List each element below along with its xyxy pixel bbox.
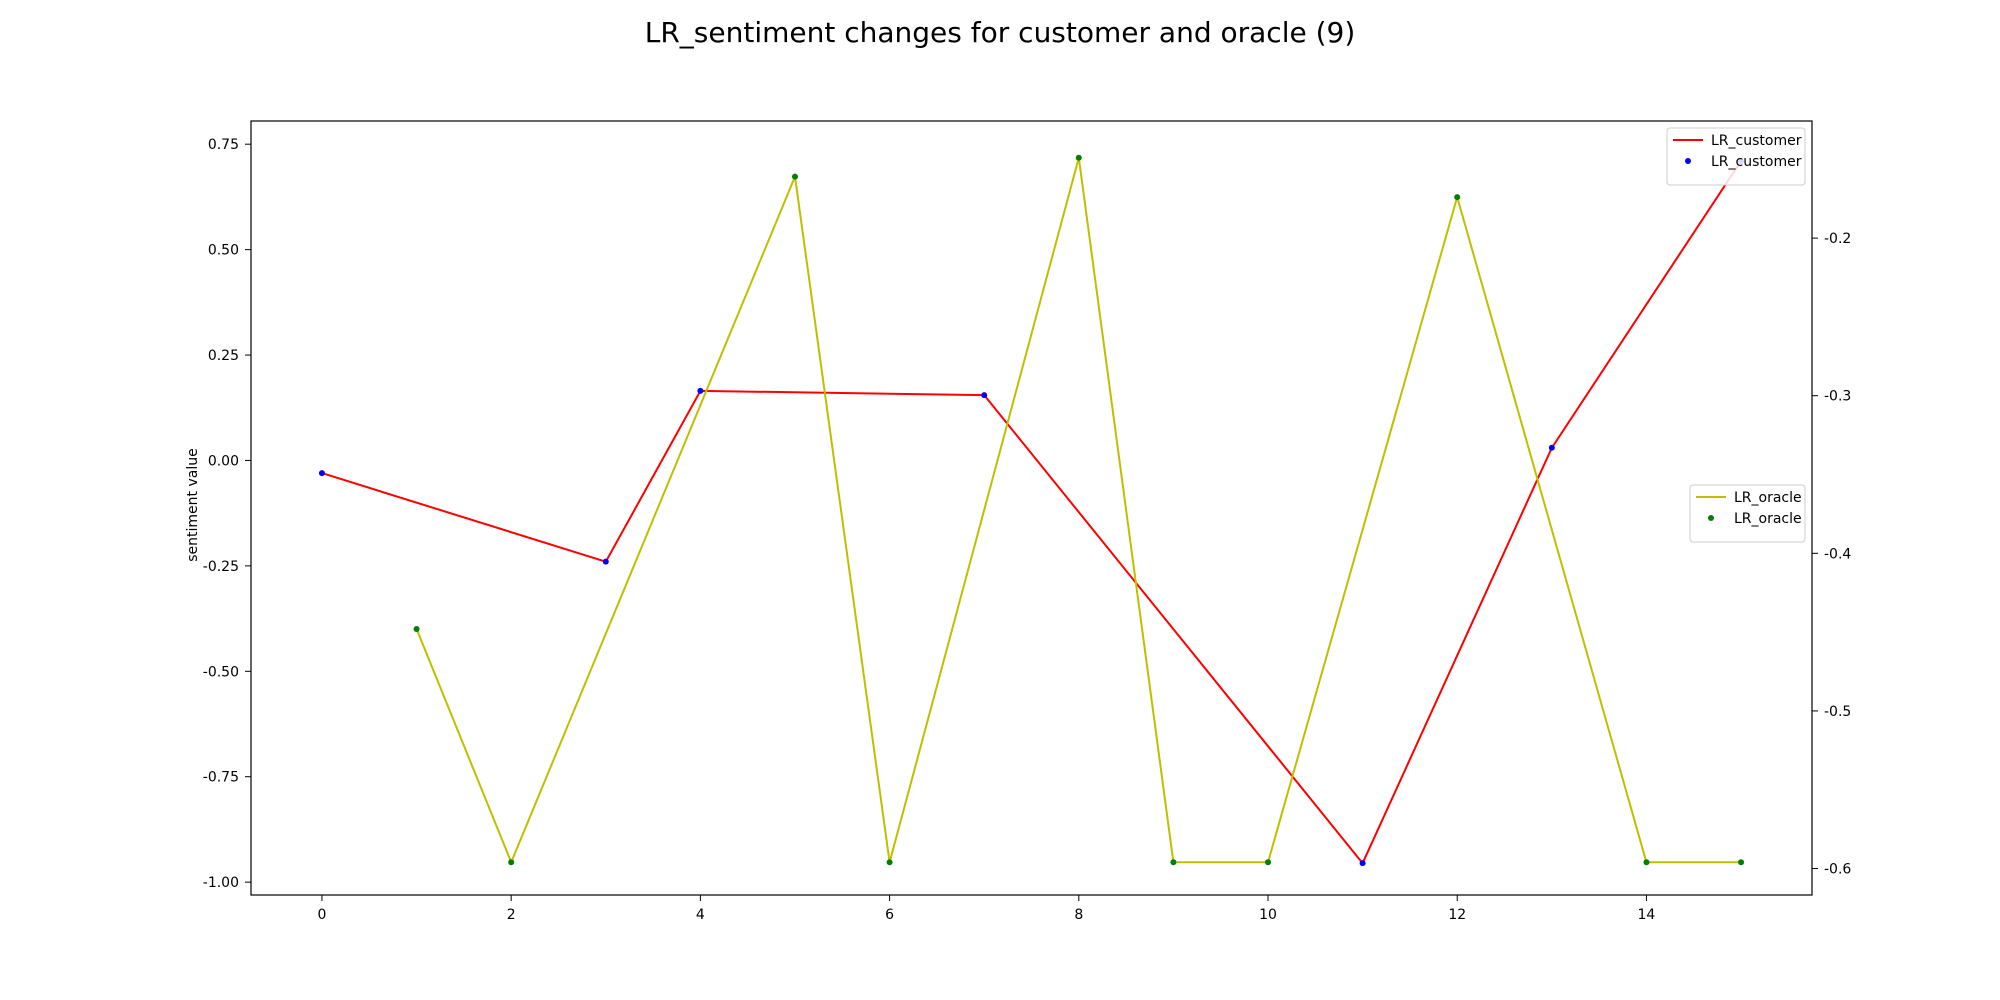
right-y-tick-label: -0.2	[1824, 231, 1851, 247]
series-line-LR_oracle	[415, 157, 1741, 865]
data-point-LR_oracle	[1075, 154, 1082, 161]
right-y-tick-label: -0.5	[1824, 704, 1851, 720]
y-tick-label: 0.75	[208, 137, 239, 153]
x-tick-label: 6	[885, 907, 894, 923]
y-tick-label: -0.25	[203, 559, 239, 575]
right-y-tick-label: -0.4	[1824, 546, 1851, 562]
x-tick-label: 12	[1448, 907, 1466, 923]
legend-label: LR_customer	[1711, 133, 1802, 149]
chart-title: LR_sentiment changes for customer and or…	[645, 16, 1356, 49]
data-point-LR_oracle	[791, 173, 798, 180]
plot-area: 0 2 4 6 8 10 12 14 0.75 0.50 0.25 0.00 -0.25 -0.50 -0.…	[203, 120, 1851, 923]
legend-marker-swatch	[1708, 515, 1714, 521]
right-y-tick-label: -0.3	[1824, 389, 1851, 405]
x-tick-label: 14	[1638, 907, 1656, 923]
data-point-LR_oracle	[1454, 194, 1461, 201]
legend-label: LR_customer	[1711, 154, 1802, 170]
plot-frame	[250, 120, 1813, 896]
x-tick-label: 8	[1074, 907, 1083, 923]
legend-label: LR_oracle	[1734, 490, 1802, 506]
data-point-LR_oracle	[1265, 859, 1272, 866]
data-point-LR_customer	[1548, 444, 1555, 451]
data-point-LR_oracle	[886, 859, 893, 866]
data-point-LR_oracle	[1738, 859, 1745, 866]
y-tick-label: -1.00	[203, 875, 239, 891]
data-point-LR_oracle	[1170, 859, 1177, 866]
data-point-LR_oracle	[413, 625, 420, 632]
y-tick-label: 0.25	[208, 348, 239, 364]
right-y-tick-label: -0.6	[1824, 862, 1851, 878]
x-tick-label: 0	[317, 907, 326, 923]
x-tick-label: 2	[507, 907, 516, 923]
y-axis-label: sentiment value	[185, 448, 201, 561]
y-tick-label: -0.75	[203, 770, 239, 786]
y-tick-label: 0.50	[208, 243, 239, 259]
data-point-LR_customer	[1359, 860, 1366, 867]
data-point-LR_customer	[981, 392, 988, 399]
y-tick-label: -0.50	[203, 664, 239, 680]
x-tick-label: 10	[1259, 907, 1277, 923]
data-point-LR_oracle	[508, 859, 515, 866]
data-point-LR_customer	[697, 387, 704, 394]
y-tick-label: 0.00	[208, 453, 239, 469]
series-line-LR_customer	[321, 160, 1742, 866]
data-point-LR_customer	[602, 558, 609, 565]
legend-box	[1666, 127, 1806, 186]
x-tick-label: 4	[696, 907, 705, 923]
data-point-LR_customer	[318, 470, 325, 477]
legend-box	[1689, 484, 1806, 543]
legend-label: LR_oracle	[1734, 511, 1802, 527]
legend-marker-swatch	[1685, 158, 1691, 164]
data-point-LR_oracle	[1643, 859, 1650, 866]
